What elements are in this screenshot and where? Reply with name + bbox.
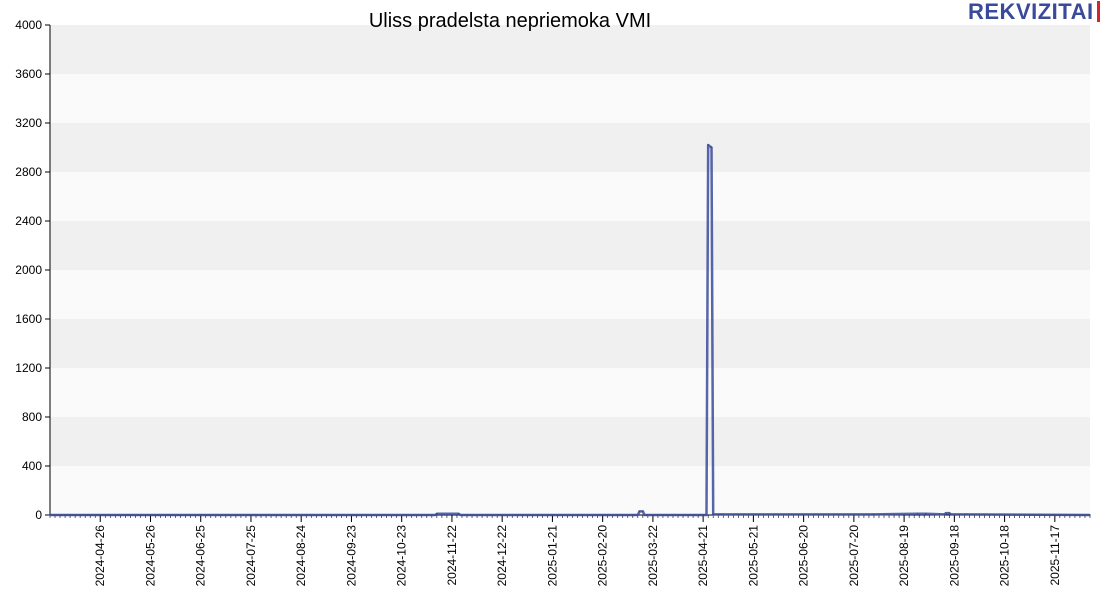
grid-band: [50, 25, 1090, 74]
x-tick-label: 2024-04-26: [93, 525, 107, 587]
data-point: [710, 146, 713, 149]
data-point: [585, 514, 587, 516]
y-tick-label: 3600: [15, 67, 42, 81]
grid-band: [50, 172, 1090, 221]
data-point: [643, 514, 646, 516]
x-tick-label: 2024-07-25: [244, 525, 258, 587]
rekvizitai-logo[interactable]: REKVIZITAI VŽ: [968, 0, 1100, 23]
data-point: [950, 513, 952, 516]
data-point: [871, 513, 874, 516]
data-point: [436, 512, 438, 515]
x-tick-label: 2025-08-19: [897, 525, 911, 587]
x-tick-label: 2025-02-20: [596, 525, 610, 587]
data-point: [791, 513, 793, 516]
x-tick-label: 2025-06-20: [797, 525, 811, 587]
y-axis: 0 400 800 1200 1600 2000 2400 2800 3200 3600 4000: [15, 18, 51, 522]
data-point: [705, 514, 708, 516]
data-point: [965, 513, 967, 516]
x-tick-label: 2025-10-18: [998, 525, 1012, 587]
y-tick-label: 2000: [15, 263, 42, 277]
data-point: [434, 514, 436, 516]
y-tick-label: 4000: [15, 18, 42, 32]
grid-band: [50, 368, 1090, 417]
y-tick-label: 2800: [15, 165, 42, 179]
y-tick-label: 800: [22, 410, 42, 424]
data-point: [707, 144, 709, 146]
grid-band: [50, 123, 1090, 172]
data-point: [925, 512, 927, 515]
x-tick-label: 2024-11-22: [445, 525, 459, 586]
grid-band: [50, 74, 1090, 123]
x-tick-label: 2024-10-23: [395, 525, 409, 587]
data-point: [712, 513, 714, 516]
chart-title: Uliss pradelsta nepriemoka VMI: [368, 10, 652, 32]
x-tick-label: 2024-06-25: [194, 525, 208, 587]
data-point: [459, 514, 462, 516]
y-tick-label: 1600: [15, 312, 42, 326]
x-tick-label: 2024-05-26: [143, 525, 157, 587]
x-tick-label: 2024-09-23: [344, 525, 358, 587]
x-tick-label: 2025-11-17: [1048, 525, 1062, 586]
y-tick-label: 400: [22, 459, 42, 473]
x-tick-label: 2025-03-22: [646, 525, 660, 587]
series-group: [49, 143, 1091, 517]
data-point: [457, 512, 460, 515]
background-bands: [50, 25, 1090, 515]
x-tick-label: 2025-09-18: [947, 525, 961, 587]
data-point: [719, 513, 721, 516]
grid-band: [50, 270, 1090, 319]
x-tick-label: 2025-07-20: [847, 525, 861, 587]
data-point: [948, 512, 951, 514]
data-point: [873, 513, 875, 516]
grid-band: [50, 221, 1090, 270]
data-point: [720, 513, 723, 516]
data-point: [1089, 514, 1091, 516]
grid-band: [50, 417, 1090, 466]
y-tick-label: 2400: [15, 214, 42, 228]
data-point: [638, 510, 641, 513]
x-axis: 2024-04-26 2024-05-26 2024-06-25 2024-07-25…: [49, 514, 1091, 587]
y-tick-label: 1200: [15, 361, 42, 375]
x-tick-label: 2024-08-24: [294, 525, 308, 587]
data-point: [642, 510, 644, 513]
data-point: [49, 514, 51, 516]
data-point: [945, 512, 947, 514]
logo-text: REKVIZITAI: [968, 0, 1094, 24]
x-tick-label: 2025-01-21: [545, 525, 559, 587]
x-tick-label: 2025-04-21: [696, 525, 710, 587]
x-tick-label: 2025-05-21: [746, 525, 760, 587]
grid-band: [50, 319, 1090, 368]
grid-band: [50, 466, 1090, 515]
data-point: [637, 514, 639, 516]
y-tick-label: 3200: [15, 116, 42, 130]
logo-badge: VŽ: [1096, 1, 1100, 22]
y-tick-label: 0: [35, 508, 42, 522]
data-point: [943, 513, 946, 516]
x-tick-label: 2024-12-22: [495, 525, 509, 587]
data-point: [916, 512, 919, 515]
